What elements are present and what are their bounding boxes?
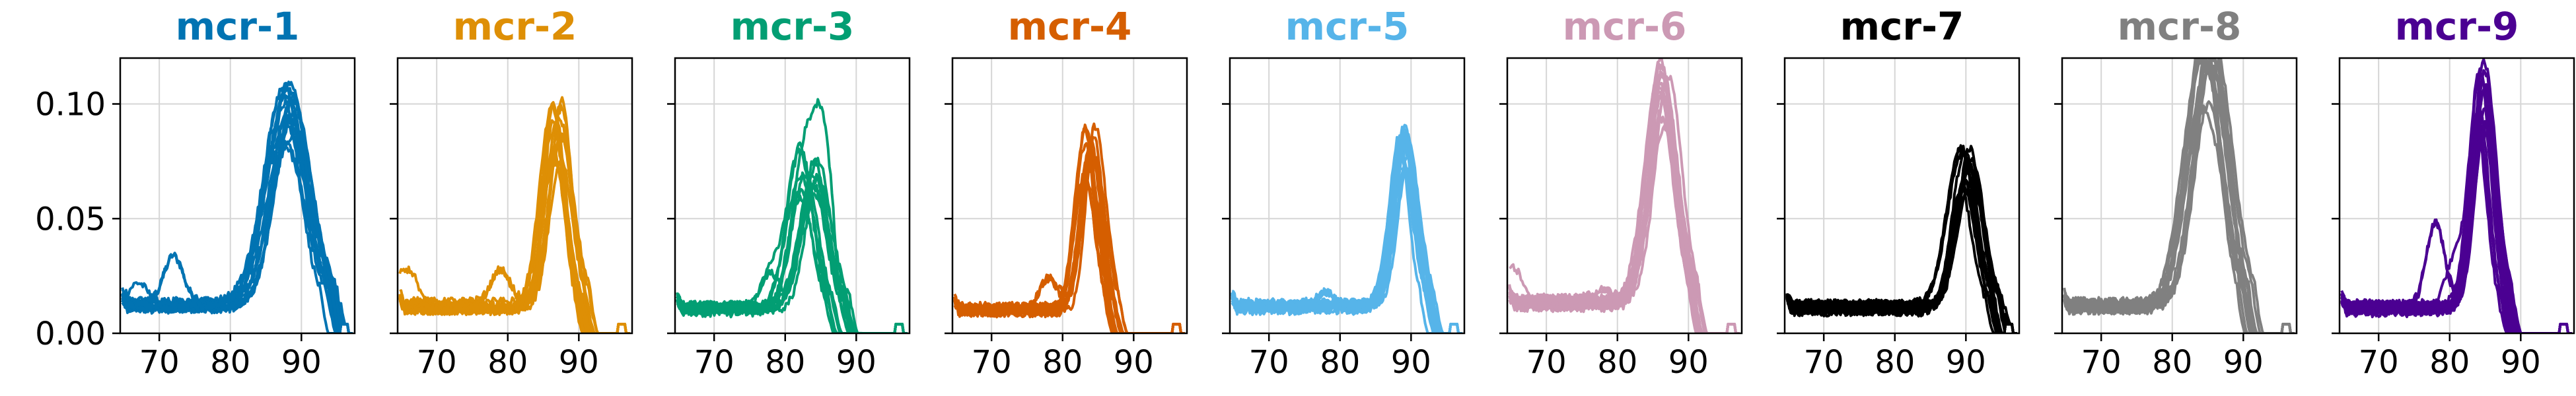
- x-tick-label: 80: [1597, 344, 1637, 381]
- series-line-mcr-9: [2340, 106, 2572, 333]
- axes-frame: [2061, 57, 2298, 335]
- series-group-mcr-4: [953, 122, 1185, 333]
- x-tick-label: 80: [2429, 344, 2470, 381]
- series-group-mcr-5: [1231, 123, 1462, 333]
- x-tick-label: 90: [2501, 344, 2541, 381]
- x-tick-label: 90: [1114, 344, 1154, 381]
- y-tick-label: 0.10: [35, 86, 106, 123]
- y-tick-label: 0.00: [35, 315, 106, 352]
- x-tick-label: 90: [559, 344, 599, 381]
- x-tick-label: 70: [139, 344, 180, 381]
- series-line-mcr-4: [953, 156, 1185, 333]
- series-group-mcr-2: [398, 96, 630, 333]
- panel-mcr-5: 70 80 90 mcr-5: [1222, 4, 1466, 381]
- x-tick-label: 70: [972, 344, 1012, 381]
- panel-mcr-6: 70 80 90 mcr-6: [1499, 4, 1743, 381]
- series-group-mcr-9: [2340, 58, 2572, 333]
- axes-frame: [951, 57, 1188, 335]
- axes-frame: [1506, 57, 1743, 335]
- x-tick-label: 90: [2223, 344, 2264, 381]
- series-group-mcr-6: [1508, 58, 1740, 333]
- panel-title: mcr-7: [1840, 4, 1964, 49]
- axes-frame: [674, 57, 911, 335]
- panel-mcr-7: 70 80 90 mcr-7: [1777, 4, 2021, 381]
- x-tick-label: 80: [765, 344, 805, 381]
- series-line-mcr-4: [954, 122, 1185, 333]
- series-line-mcr-6: [1508, 75, 1740, 333]
- series-line-mcr-5: [1231, 135, 1462, 333]
- y-tick-label: 0.05: [35, 201, 106, 238]
- series-group-mcr-1: [121, 81, 353, 333]
- panel-mcr-8: 70 80 90 mcr-8: [2054, 4, 2298, 381]
- x-tick-label: 70: [1526, 344, 1567, 381]
- series-line-mcr-1: [121, 117, 353, 333]
- series-line-mcr-7: [1785, 181, 2017, 333]
- series-line-mcr-4: [954, 142, 1185, 333]
- series-group-mcr-8: [2063, 58, 2295, 333]
- x-tick-label: 80: [1320, 344, 1360, 381]
- x-tick-label: 80: [2152, 344, 2192, 381]
- x-tick-label: 70: [694, 344, 734, 381]
- series-line-mcr-9: [2340, 83, 2572, 333]
- x-tick-label: 80: [1875, 344, 1915, 381]
- panel-mcr-2: 70 80 90 mcr-2: [390, 4, 633, 381]
- panel-mcr-9: 70 80 90 mcr-9: [2332, 4, 2575, 381]
- series-line-mcr-8: [2063, 58, 2295, 333]
- axes-frame: [1229, 57, 1466, 335]
- panel-mcr-3: 70 80 90 mcr-3: [667, 4, 911, 381]
- x-tick-label: 80: [1042, 344, 1083, 381]
- x-tick-label: 70: [1249, 344, 1289, 381]
- panel-title: mcr-5: [1285, 4, 1410, 49]
- panel-title: mcr-8: [2118, 4, 2242, 49]
- series-line-mcr-3: [676, 175, 908, 333]
- series-group-mcr-7: [1785, 144, 2017, 333]
- axes-frame: [2338, 57, 2575, 335]
- axes-frame: [1783, 57, 2021, 335]
- x-tick-label: 70: [1804, 344, 1844, 381]
- x-tick-label: 80: [210, 344, 250, 381]
- x-tick-label: 90: [1391, 344, 1431, 381]
- series-line-mcr-4: [953, 123, 1185, 333]
- panel-title: mcr-3: [731, 4, 855, 49]
- panel-mcr-4: 70 80 90 mcr-4: [945, 4, 1188, 381]
- x-tick-label: 70: [417, 344, 457, 381]
- x-tick-label: 70: [2359, 344, 2399, 381]
- series-line-mcr-8: [2063, 58, 2295, 333]
- panel-mcr-1: 70 80 90 0.00 0.05 0.10 mcr-1: [35, 4, 356, 381]
- x-tick-label: 90: [1946, 344, 1986, 381]
- x-tick-label: 90: [1668, 344, 1709, 381]
- panel-title: mcr-2: [453, 4, 577, 49]
- series-line-mcr-7: [1785, 151, 2017, 333]
- axes-frame: [396, 57, 633, 335]
- series-line-mcr-8: [2063, 58, 2295, 333]
- axes-frame: [119, 57, 356, 335]
- series-group-mcr-3: [676, 98, 908, 333]
- x-tick-label: 80: [487, 344, 528, 381]
- panel-title: mcr-9: [2395, 4, 2519, 49]
- panel-title: mcr-6: [1563, 4, 1687, 49]
- series-line-mcr-4: [953, 127, 1185, 333]
- series-line-mcr-2: [399, 116, 630, 333]
- x-tick-label: 70: [2081, 344, 2122, 381]
- panel-title: mcr-1: [176, 4, 300, 49]
- panel-title: mcr-4: [1008, 4, 1132, 49]
- x-tick-label: 90: [836, 344, 877, 381]
- x-tick-label: 90: [281, 344, 322, 381]
